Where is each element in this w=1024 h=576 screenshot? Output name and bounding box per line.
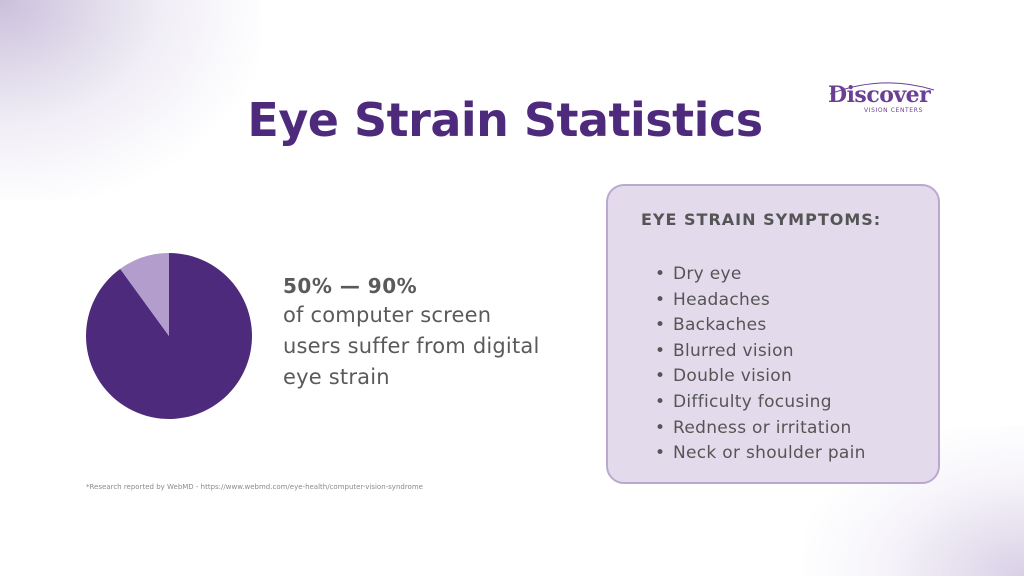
statistic-range: 50% — 90% — [283, 274, 418, 298]
list-item: • Redness or irritation — [655, 416, 866, 442]
logo-subtitle: VISION CENTERS — [864, 107, 923, 114]
bullet-icon: • — [655, 443, 666, 464]
bullet-icon: • — [655, 264, 666, 284]
statistic-description: of computer screen users suffer from dig… — [283, 303, 540, 389]
logo-wordmark: Discover — [828, 82, 931, 108]
symptoms-panel: EYE STRAIN SYMPTOMS: • Dry eye • Headaches… — [606, 184, 940, 484]
corner-gradient-top-left — [0, 0, 260, 200]
bullet-icon: • — [655, 391, 666, 412]
symptom-label: Blurred vision — [673, 340, 794, 361]
symptoms-list: • Dry eye • Headaches • Backaches • Blurred … — [655, 262, 866, 467]
symptom-label: Difficulty focusing — [673, 391, 832, 412]
list-item: • Blurred vision — [655, 339, 866, 365]
symptom-label: Neck or shoulder pain — [673, 443, 866, 464]
bullet-icon: • — [655, 289, 666, 310]
pie-slice-majority — [85, 253, 252, 419]
symptoms-heading: EYE STRAIN SYMPTOMS: — [641, 210, 882, 229]
symptom-label: Dry eye — [673, 264, 742, 284]
bullet-icon: • — [655, 340, 666, 361]
bullet-icon: • — [655, 315, 666, 336]
list-item: • Double vision — [655, 364, 866, 390]
bullet-icon: • — [655, 366, 666, 387]
symptom-label: Double vision — [673, 366, 793, 387]
symptom-label: Backaches — [673, 315, 767, 336]
list-item: • Neck or shoulder pain — [655, 441, 866, 467]
pie-slice-minority — [120, 253, 169, 336]
pie-chart — [85, 253, 252, 419]
symptom-label: Headaches — [673, 289, 771, 310]
symptom-label: Redness or irritation — [673, 417, 852, 438]
logo-arc-icon — [829, 82, 935, 95]
list-item: • Dry eye — [655, 262, 866, 288]
source-footnote: *Research reported by WebMD - https://ww… — [86, 483, 423, 491]
list-item: • Difficulty focusing — [655, 390, 866, 416]
statistic-block: 50% — 90% of computer screen users suffe… — [283, 274, 553, 393]
list-item: • Headaches — [655, 288, 866, 314]
bullet-icon: • — [655, 417, 666, 438]
logo: Discover VISION CENTERS — [826, 80, 938, 116]
list-item: • Backaches — [655, 313, 866, 339]
page-title: Eye Strain Statistics — [247, 92, 763, 147]
